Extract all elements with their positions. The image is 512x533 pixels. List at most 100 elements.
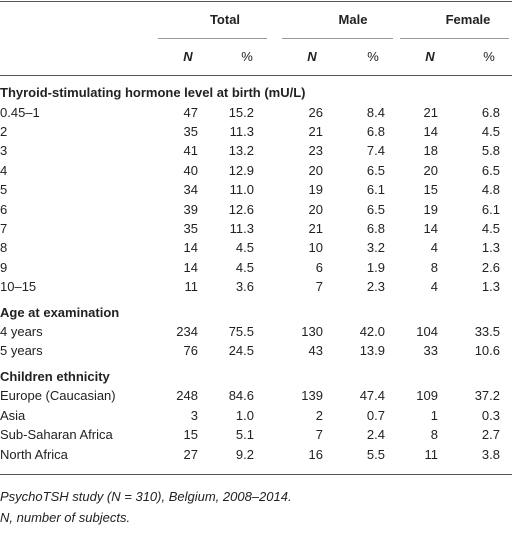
section-title: Thyroid-stimulating hormone level at bir… bbox=[0, 85, 306, 100]
cell: 21 bbox=[308, 220, 323, 236]
cell: 20 bbox=[308, 201, 323, 217]
cell: 11.0 bbox=[229, 182, 254, 198]
cell: 6.1 bbox=[366, 182, 385, 198]
cell: 6.8 bbox=[366, 220, 385, 236]
cell: 7 bbox=[315, 279, 323, 295]
cell: 4 bbox=[430, 279, 438, 295]
cell: 2.4 bbox=[366, 427, 385, 443]
section-title: Age at examination bbox=[0, 304, 120, 320]
cell: 11 bbox=[184, 279, 199, 295]
cell: 6.8 bbox=[481, 104, 500, 120]
cell: 9.2 bbox=[235, 446, 254, 462]
cell: 3.6 bbox=[235, 279, 254, 295]
cell: 6.1 bbox=[481, 201, 500, 217]
row-label: 10–15 bbox=[0, 279, 37, 295]
cell: 14 bbox=[423, 123, 438, 139]
cell: 5.5 bbox=[366, 446, 385, 462]
cell: 39 bbox=[183, 201, 198, 217]
cell: 4.5 bbox=[235, 240, 254, 256]
cell: 5.1 bbox=[235, 427, 254, 443]
cell: 7.4 bbox=[366, 143, 385, 159]
cell: 15.2 bbox=[228, 104, 254, 120]
row-label: 5 bbox=[0, 182, 8, 198]
sub-header: N bbox=[183, 49, 193, 64]
row-label: Asia bbox=[0, 407, 26, 423]
cell: 19 bbox=[423, 201, 438, 217]
cell: 1.3 bbox=[481, 240, 500, 256]
cell: 23 bbox=[308, 143, 323, 159]
cell: 15 bbox=[183, 427, 198, 443]
group-rule bbox=[158, 38, 267, 39]
cell: 21 bbox=[423, 104, 438, 120]
row-label: 5 years bbox=[0, 343, 43, 359]
footnote: PsychoTSH study (N = 310), Belgium, 2008… bbox=[0, 489, 292, 504]
cell: 33 bbox=[423, 343, 438, 359]
sub-header: % bbox=[241, 49, 253, 64]
cell: 16 bbox=[308, 446, 323, 462]
cell: 8 bbox=[430, 259, 438, 275]
row-label: 9 bbox=[0, 259, 8, 275]
cell: 4.5 bbox=[235, 259, 254, 275]
top-rule bbox=[0, 1, 512, 2]
cell: 40 bbox=[183, 162, 198, 178]
cell: 5.8 bbox=[481, 143, 500, 159]
cell: 19 bbox=[308, 182, 323, 198]
cell: 248 bbox=[176, 388, 198, 404]
cell: 24.5 bbox=[228, 343, 254, 359]
cell: 47.4 bbox=[359, 388, 385, 404]
cell: 35 bbox=[183, 220, 198, 236]
cell: 35 bbox=[183, 123, 198, 139]
cell: 8 bbox=[430, 427, 438, 443]
cell: 1.3 bbox=[481, 279, 500, 295]
cell: 42.0 bbox=[359, 324, 385, 339]
cell: 18 bbox=[423, 143, 438, 159]
cell: 10.6 bbox=[474, 343, 500, 359]
cell: 0.3 bbox=[481, 407, 500, 423]
sub-header: % bbox=[367, 49, 379, 64]
cell: 37.2 bbox=[474, 388, 500, 404]
cell: 234 bbox=[176, 324, 198, 339]
cell: 10 bbox=[308, 240, 323, 256]
cell: 2.6 bbox=[481, 259, 500, 275]
cell: 13.2 bbox=[228, 143, 254, 159]
cell: 1.0 bbox=[235, 407, 254, 423]
cell: 4.5 bbox=[481, 123, 500, 139]
cell: 75.5 bbox=[228, 324, 254, 339]
cell: 47 bbox=[183, 104, 198, 120]
cell: 21 bbox=[308, 123, 323, 139]
cell: 12.6 bbox=[228, 201, 254, 217]
cell: 11.3 bbox=[229, 123, 254, 139]
row-label: 4 years bbox=[0, 324, 43, 339]
cell: 104 bbox=[416, 324, 438, 339]
cell: 2.7 bbox=[481, 427, 500, 443]
group-header: Female bbox=[445, 12, 491, 27]
cell: 4.5 bbox=[481, 220, 500, 236]
cell: 14 bbox=[183, 240, 198, 256]
cell: 6.8 bbox=[366, 123, 385, 139]
cell: 27 bbox=[183, 446, 198, 462]
cell: 43 bbox=[308, 343, 323, 359]
cell: 11 bbox=[424, 446, 439, 462]
cell: 34 bbox=[183, 182, 198, 198]
cell: 76 bbox=[183, 343, 198, 359]
cell: 4 bbox=[430, 240, 438, 256]
row-label: 3 bbox=[0, 143, 8, 159]
row-label: 4 bbox=[0, 162, 8, 178]
cell: 14 bbox=[183, 259, 198, 275]
row-label: 2 bbox=[0, 123, 8, 139]
cell: 84.6 bbox=[228, 388, 254, 404]
group-header: Male bbox=[338, 12, 368, 27]
cell: 3.8 bbox=[481, 446, 500, 462]
row-label: 8 bbox=[0, 240, 8, 256]
cell: 1.9 bbox=[366, 259, 385, 275]
cell: 6.5 bbox=[366, 201, 385, 217]
group-rule bbox=[400, 38, 509, 39]
group-rule bbox=[282, 38, 393, 39]
cell: 20 bbox=[423, 162, 438, 178]
cell: 15 bbox=[423, 182, 438, 198]
header-rule bbox=[0, 75, 512, 76]
cell: 6 bbox=[315, 259, 323, 275]
cell: 33.5 bbox=[474, 324, 500, 339]
cell: 0.7 bbox=[366, 407, 385, 423]
section-title: Children ethnicity bbox=[0, 368, 110, 384]
